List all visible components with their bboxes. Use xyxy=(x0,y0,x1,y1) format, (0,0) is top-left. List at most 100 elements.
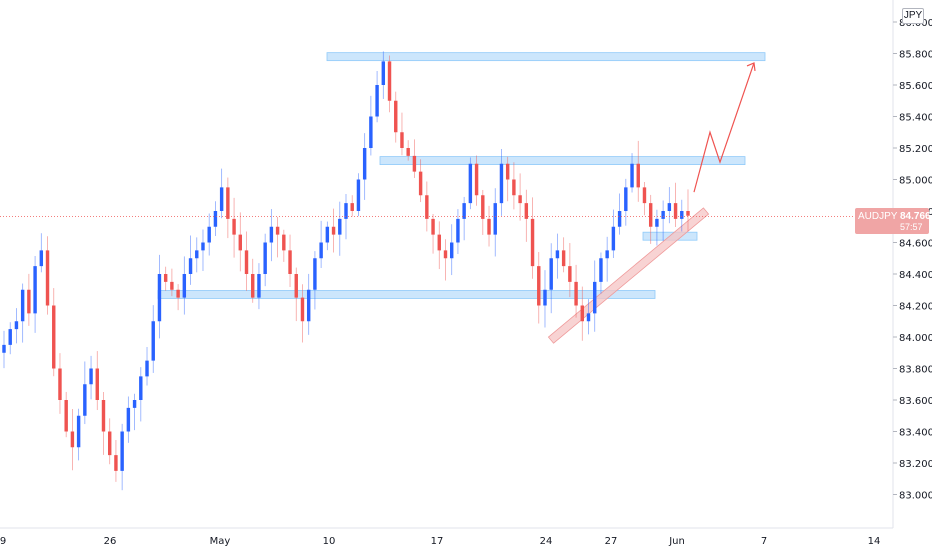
candle-body xyxy=(362,148,367,180)
candle-body xyxy=(126,407,131,432)
candle-body xyxy=(381,61,386,85)
candle-body xyxy=(561,250,566,267)
candle-body xyxy=(70,431,75,448)
trendline-band xyxy=(547,207,710,344)
candle-body xyxy=(45,250,50,306)
candle-body xyxy=(170,281,174,290)
candle-body xyxy=(524,203,529,219)
candle-body xyxy=(188,258,193,274)
candle-body xyxy=(568,266,572,282)
time-tick-label: 10 xyxy=(323,536,336,547)
candle-body xyxy=(400,132,404,148)
symbol-label: AUDJPY xyxy=(858,211,898,222)
candle-body xyxy=(375,85,379,117)
candle-body xyxy=(493,203,497,235)
price-tick-label: 83.200 xyxy=(899,459,932,470)
candle-body xyxy=(313,258,317,290)
candle-body xyxy=(537,266,541,306)
candle-body xyxy=(456,218,460,243)
candle-body xyxy=(499,163,504,204)
candle-body xyxy=(512,179,516,196)
candle-body xyxy=(369,116,373,148)
candle-body xyxy=(425,195,429,219)
candle-body xyxy=(275,226,280,235)
price-tick-label: 85.800 xyxy=(899,50,932,61)
price-tick-label: 83.400 xyxy=(899,428,932,439)
candle-body xyxy=(288,250,292,274)
zone-rect xyxy=(157,290,656,299)
trendline-layer xyxy=(547,207,710,344)
candle-body xyxy=(443,250,448,259)
candle-body xyxy=(182,274,187,298)
candle-body xyxy=(195,250,199,259)
candle-body xyxy=(232,218,236,235)
candle-body xyxy=(33,266,37,314)
candle-body xyxy=(132,400,137,408)
projection-path xyxy=(693,62,755,193)
candle-body xyxy=(52,305,56,369)
price-axis-ticks: 86.00085.80085.60085.40085.20085.00084.8… xyxy=(893,18,932,502)
candle-body xyxy=(207,226,211,243)
candle-body xyxy=(462,203,466,219)
candle-body xyxy=(667,203,672,211)
candle-body xyxy=(120,431,124,471)
currency-label[interactable]: JPY xyxy=(902,8,924,24)
candle-body xyxy=(263,242,267,274)
time-tick-label: 24 xyxy=(540,536,553,547)
candle-body xyxy=(282,234,286,251)
time-tick-label: 27 xyxy=(605,536,618,547)
candle-body xyxy=(251,274,255,298)
candle-body xyxy=(431,218,435,235)
candle-body xyxy=(8,329,12,345)
price-tick-label: 84.000 xyxy=(899,333,932,344)
candle-body xyxy=(586,313,591,322)
candle-body xyxy=(418,171,423,196)
price-tick-label: 83.800 xyxy=(899,365,932,376)
time-tick-label: 7 xyxy=(761,536,767,547)
candle-body xyxy=(2,344,6,353)
zones-layer xyxy=(157,52,766,299)
price-tick-label: 83.000 xyxy=(899,491,932,502)
candle-body xyxy=(338,218,342,235)
candle-body xyxy=(325,226,330,243)
candle-body xyxy=(642,187,647,204)
candle-body xyxy=(605,250,609,259)
candle-body xyxy=(630,163,634,188)
candle-body xyxy=(58,368,62,400)
last-price-tag: AUDJPY 84.766 57:57 xyxy=(855,208,931,234)
zone-rect xyxy=(326,52,766,62)
candle-body xyxy=(163,274,168,282)
candle-body xyxy=(406,148,410,156)
candle-body xyxy=(468,163,473,204)
candle-body xyxy=(648,203,653,227)
projection-arrow xyxy=(693,62,756,193)
candle-body xyxy=(655,218,659,227)
candle-body xyxy=(617,211,622,227)
candle-body xyxy=(549,258,553,290)
candle-body xyxy=(481,195,485,219)
candle-body xyxy=(686,211,690,216)
candle-body xyxy=(226,187,230,219)
candle-body xyxy=(95,368,99,400)
time-tick-label: May xyxy=(210,536,231,547)
candle-body xyxy=(661,211,665,219)
candle-body xyxy=(673,203,678,219)
candle-body xyxy=(20,289,25,322)
candle-body xyxy=(14,321,19,330)
candle-body xyxy=(269,226,274,243)
time-tick-label: 26 xyxy=(104,536,117,547)
price-tick-label: 83.600 xyxy=(899,396,932,407)
candle-body xyxy=(139,376,143,400)
time-tick-label: 17 xyxy=(431,536,444,547)
candle-body xyxy=(114,455,118,471)
candle-body xyxy=(107,431,112,456)
candle-body xyxy=(344,203,348,219)
price-tick-label: 85.200 xyxy=(899,144,932,155)
candle-body xyxy=(257,274,261,298)
candle-body xyxy=(387,61,392,101)
candle-body xyxy=(157,274,162,322)
candle-body xyxy=(449,242,454,259)
candle-body xyxy=(76,415,81,448)
time-axis-ticks: 9 26 May 10 17 24 27 Jun 7 14 xyxy=(0,536,880,547)
